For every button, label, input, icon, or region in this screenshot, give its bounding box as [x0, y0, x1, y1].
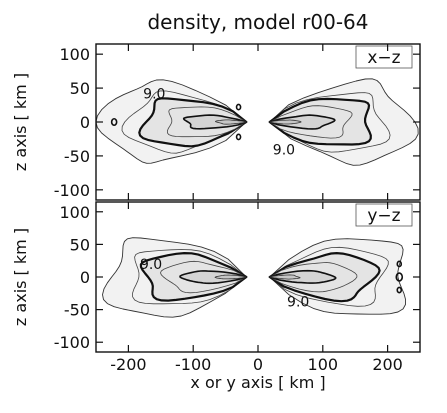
x-axis: -200 -100 0 100 200 — [110, 355, 403, 374]
contour-label: 9.0 — [143, 86, 165, 102]
x-tick-label: 100 — [308, 355, 339, 374]
y-tick-label: -50 — [64, 147, 90, 166]
contour-island-right — [395, 272, 404, 282]
panel-tag: y−z — [367, 206, 400, 226]
contour-core-right — [269, 274, 301, 280]
contour-island-left — [110, 117, 118, 127]
y-axis-label: z axis [ km ] — [11, 228, 30, 326]
x-tick-label: -200 — [110, 355, 146, 374]
contour-inner-left — [182, 114, 248, 130]
contour-core-left — [215, 119, 247, 125]
x-tick-label: 0 — [253, 355, 263, 374]
y-tick-label: 100 — [59, 203, 90, 222]
panel-1-contours: 9.0 9.0 — [96, 78, 419, 166]
contour-island-right-down — [396, 286, 403, 294]
y-tick-label: -50 — [64, 301, 90, 320]
y-tick-label: -100 — [54, 333, 90, 352]
y-tick-label: -100 — [54, 181, 90, 200]
y-tick-label: 0 — [80, 113, 90, 132]
panel-tag-box — [355, 45, 413, 69]
panel-2: 9.0 9.0 y−z 100 50 0 -50 -100 z axis [ km ] — [11, 201, 421, 353]
contour-island-center-up — [235, 103, 242, 111]
y-tick-label: 50 — [70, 79, 90, 98]
x-tick-label: 200 — [372, 355, 403, 374]
contour-label: 9.0 — [140, 257, 162, 273]
contour-core-right — [269, 119, 302, 125]
panel-tag: x−z — [367, 48, 400, 68]
panel-2-contours: 9.0 9.0 — [102, 237, 406, 318]
panel-1: 9.0 9.0 x−z 100 50 0 -50 -100 z axis [ km ] — [11, 43, 421, 201]
x-axis-label: x or y axis [ km ] — [190, 373, 325, 392]
panel-tag-box — [355, 203, 413, 227]
y-tick-label: 0 — [80, 268, 90, 287]
chart-title: density, model r00-64 — [147, 10, 368, 34]
x-tick-label: -100 — [175, 355, 211, 374]
contour-inner-left — [179, 270, 248, 285]
y-tick-label: 100 — [59, 45, 90, 64]
contour-label: 9.0 — [273, 143, 295, 159]
contour-island-center-down — [235, 133, 242, 141]
contour-inner-right — [268, 114, 336, 130]
contour-inner-right — [268, 269, 337, 284]
contour-island-right-up — [396, 260, 403, 268]
contour-core-left — [214, 274, 247, 280]
y-axis-label: z axis [ km ] — [11, 73, 30, 171]
y-tick-label: 50 — [70, 235, 90, 254]
contour-label: 9.0 — [287, 294, 309, 310]
